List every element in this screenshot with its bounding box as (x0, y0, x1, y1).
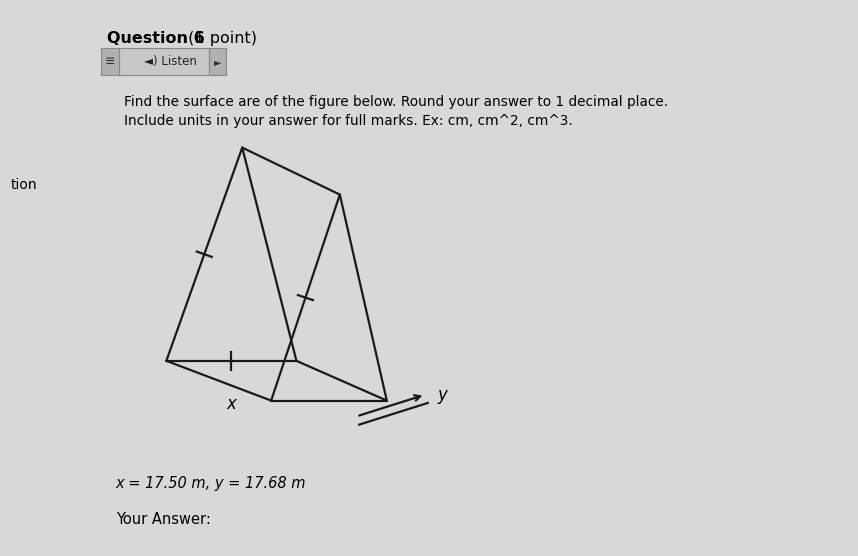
Bar (101, 48, 118, 75)
Text: Your Answer:: Your Answer: (116, 512, 211, 527)
Text: tion: tion (10, 178, 37, 192)
Text: Include units in your answer for full marks. Ex: cm, cm^2, cm^3.: Include units in your answer for full ma… (124, 114, 573, 128)
Text: Find the surface are of the figure below. Round your answer to 1 decimal place.: Find the surface are of the figure below… (124, 95, 668, 108)
Text: (1 point): (1 point) (183, 31, 257, 46)
Text: x: x (227, 395, 236, 413)
Text: ►: ► (214, 57, 221, 67)
Text: Question 6: Question 6 (107, 31, 205, 46)
Bar (209, 48, 226, 75)
Text: ≡: ≡ (105, 55, 115, 68)
Text: x = 17.50 m, y = 17.68 m: x = 17.50 m, y = 17.68 m (116, 476, 306, 491)
Text: y: y (438, 386, 447, 404)
Text: ◄) Listen: ◄) Listen (144, 55, 197, 68)
